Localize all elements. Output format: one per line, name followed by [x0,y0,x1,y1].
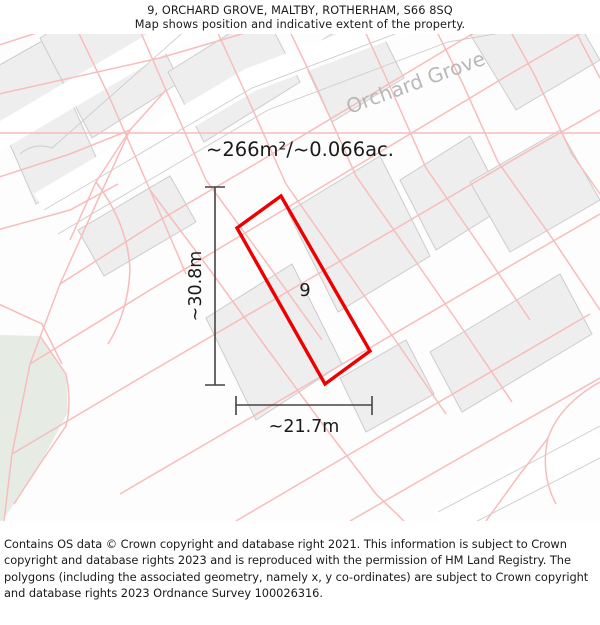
parcel-boundary-line [205,179,323,341]
road-edge [437,425,600,513]
parcel-boundary-line [0,183,119,231]
parcel-boundary-line [3,129,131,521]
parcel-boundary-line [485,437,549,521]
copyright-footer: Contains OS data © Crown copyright and d… [0,536,600,602]
width-dimension [235,396,373,415]
parcel-boundary-line [11,109,600,455]
page-title: 9, ORCHARD GROVE, MALTBY, ROTHERHAM, S66… [147,4,453,17]
parcel-boundary-line [0,34,36,46]
parcel-boundary-line [29,34,581,365]
road-layer [0,34,600,521]
plot-number-label: 9 [299,280,310,301]
parcel-boundary-line [69,89,167,241]
copyright-text: Contains OS data © Crown copyright and d… [4,537,589,601]
parcel-boundary-line [511,34,573,155]
parcel-boundary-line [355,175,513,403]
parcel-boundary-line [59,34,475,285]
parcel-boundary-line [425,167,531,321]
map-header: 9, ORCHARD GROVE, MALTBY, ROTHERHAM, S66… [0,0,600,34]
parcel-boundary-line [119,213,600,495]
parcel-boundary-line [95,181,131,345]
building-polygon [469,34,600,111]
parcel-boundary-line [349,377,600,521]
parcel-boundary-line [365,34,427,169]
parcel-boundary-line [571,153,600,195]
parcel-boundary-line [78,34,187,275]
parcel-boundary-line [497,161,600,311]
height-dimension [205,186,225,386]
parcel-boundary-line [437,34,499,163]
parcel-boundary-layer [0,34,600,521]
width-dimension-label: ~21.7m [269,417,340,437]
green-space-area [0,335,68,521]
height-dimension-label: ~30.8m [186,251,206,322]
parcel-boundary-line [235,313,591,521]
road-edge [57,34,498,235]
property-boundary-polygon[interactable] [234,193,373,387]
parcel-boundary-line [0,129,131,178]
road-edge [19,34,182,155]
area-label: ~266m²/~0.066ac. [206,138,394,161]
parcel-boundary-line [149,189,405,521]
parcel-boundary-line [13,335,70,505]
building-polygon [469,129,600,253]
parcel-boundary-line [0,303,63,365]
map-svg: ~266m²/~0.066ac. 9 Orchard Grove ~30.8m [0,34,600,521]
road-edge [43,34,397,211]
parcel-boundary-line [0,34,245,95]
map-canvas[interactable]: ~266m²/~0.066ac. 9 Orchard Grove ~30.8m [0,34,600,521]
parcel-boundary-line [290,34,357,177]
page-subtitle: Map shows position and indicative extent… [134,18,466,31]
parcel-boundary-line [285,183,447,415]
road-edge [476,457,600,521]
parcel-boundary-line [217,34,287,185]
parcel-boundary-line [576,34,600,79]
